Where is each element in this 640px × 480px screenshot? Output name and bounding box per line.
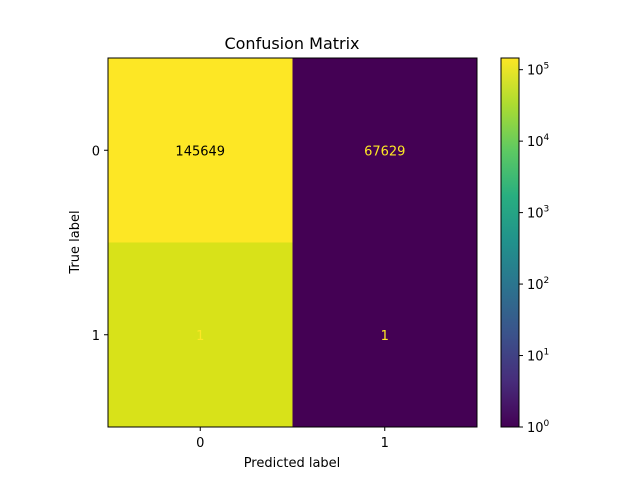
y-tick-label: 1 — [92, 329, 100, 344]
plot-frame — [107, 57, 478, 428]
colorbar-tick-exponent: 0 — [544, 419, 550, 429]
heatmap-cell-r1-c0 — [108, 242, 293, 427]
colorbar-tick-exponent: 2 — [544, 276, 550, 286]
x-axis-label: Predicted label — [244, 456, 341, 471]
colorbar-tick-label: 105 — [527, 62, 549, 79]
y-axis-label: True label — [68, 210, 83, 274]
chart-title: Confusion Matrix — [224, 34, 359, 53]
cell-value-label-r0-c0: 145649 — [175, 144, 225, 159]
colorbar-tick-exponent: 1 — [544, 348, 550, 358]
heatmap-cells — [108, 58, 477, 427]
colorbar-tick-exponent: 3 — [544, 205, 550, 215]
heatmap-cell-r0-c0 — [108, 58, 293, 243]
colorbar-tick-base: 10 — [527, 350, 544, 365]
cell-value-label-r0-c1: 67629 — [364, 144, 405, 159]
colorbar-tick-label: 102 — [527, 276, 549, 293]
cell-value-label-r1-c1: 1 — [381, 329, 389, 344]
colorbar-tick-label: 101 — [527, 348, 549, 365]
colorbar-tick-label: 104 — [527, 133, 550, 150]
colorbar-tick-base: 10 — [527, 207, 544, 222]
x-tick-label: 1 — [381, 436, 389, 451]
x-tick-label: 0 — [196, 436, 204, 451]
colorbar-tick-base: 10 — [527, 421, 544, 436]
colorbar — [500, 57, 520, 428]
colorbar-tick-base: 10 — [527, 64, 544, 79]
colorbar-tick-label: 100 — [527, 419, 550, 436]
heatmap-cell-r1-c1 — [292, 242, 477, 427]
colorbar-tick-base: 10 — [527, 278, 544, 293]
y-axis-ticks: 01 — [92, 144, 108, 344]
heatmap-cell-r0-c1 — [292, 58, 477, 243]
y-tick-label: 0 — [92, 144, 100, 159]
cell-value-label-r1-c0: 1 — [196, 329, 204, 344]
colorbar-tick-label: 103 — [527, 205, 549, 222]
colorbar-tick-exponent: 4 — [544, 133, 550, 143]
colorbar-tick-exponent: 5 — [544, 62, 550, 72]
colorbar-tick-base: 10 — [527, 135, 544, 150]
heatmap-cell-labels: 145649 67629 1 1 — [175, 144, 405, 344]
